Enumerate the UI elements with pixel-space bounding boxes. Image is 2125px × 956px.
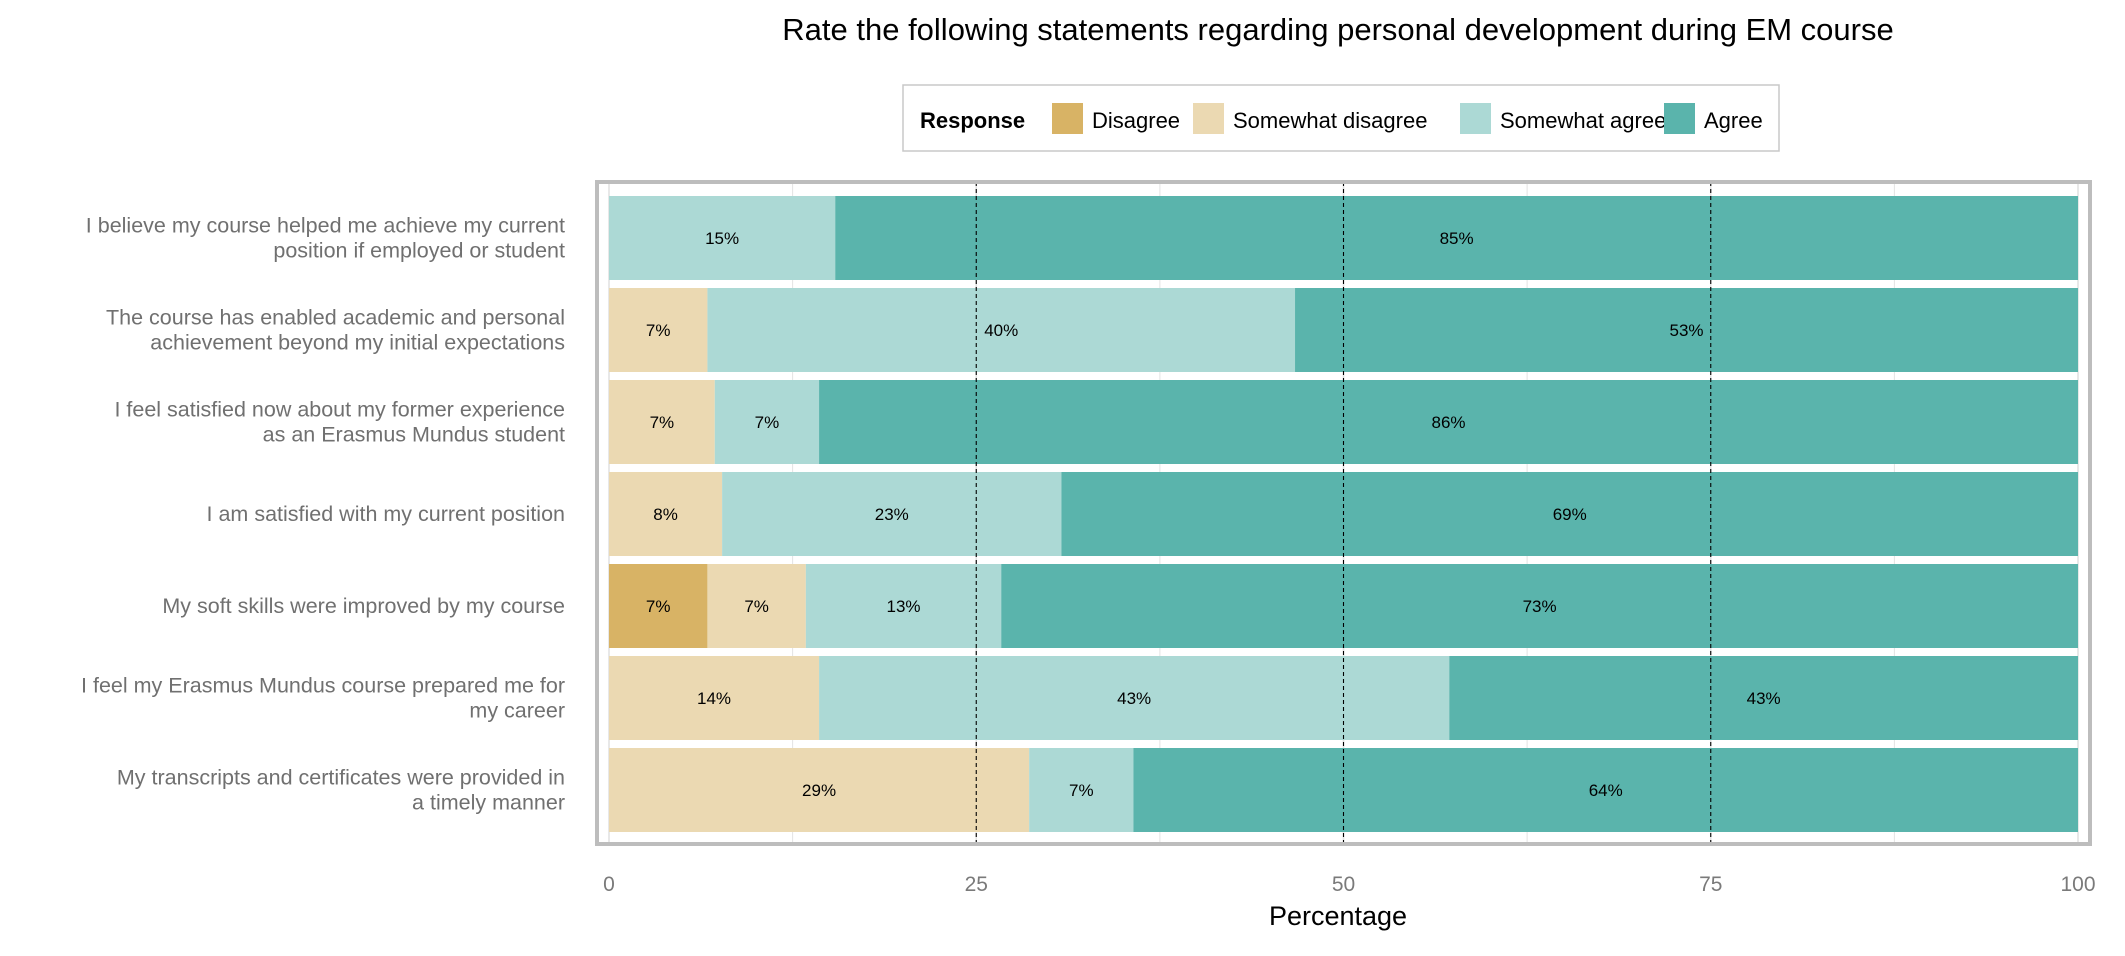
category-label: I feel satisfied now about my former exp… <box>114 398 565 447</box>
plot-border <box>595 180 2092 846</box>
data-label: 64% <box>1589 781 1623 800</box>
x-tick-labels: 0 25 50 75 100 <box>603 873 2095 896</box>
category-label-line: my career <box>469 699 565 723</box>
legend-label-agree: Agree <box>1704 108 1763 133</box>
bar-segment-somewhat-agree <box>609 196 836 280</box>
data-label: 40% <box>984 321 1018 340</box>
bar-segment-agree <box>819 380 2078 464</box>
category-label: The course has enabled academic and pers… <box>106 306 565 355</box>
data-label: 7% <box>755 413 780 432</box>
bar-segment-agree <box>1061 472 2078 556</box>
legend-box <box>902 84 1780 152</box>
bar-segment-somewhat-disagree <box>609 288 708 372</box>
data-label: 29% <box>802 781 836 800</box>
category-label-line: I feel my Erasmus Mundus course prepared… <box>81 674 565 698</box>
legend-swatch-somewhat-disagree <box>1193 103 1224 134</box>
legend-label-disagree: Disagree <box>1092 108 1180 133</box>
data-label: 13% <box>887 597 921 616</box>
data-label: 7% <box>646 321 671 340</box>
bar-segment-somewhat-disagree <box>609 472 723 556</box>
bar-segment-agree <box>1295 288 2078 372</box>
bar-segment-agree <box>1449 656 2078 740</box>
category-label-line: The course has enabled academic and pers… <box>106 306 565 330</box>
data-label: 73% <box>1523 597 1557 616</box>
x-tick-label: 100 <box>2060 873 2095 896</box>
category-label-line: position if employed or student <box>273 239 565 263</box>
bar-segment-somewhat-agree <box>819 656 1450 740</box>
bar-segment-somewhat-agree <box>707 288 1296 372</box>
bar-segment-somewhat-agree <box>805 564 1002 648</box>
data-label: 15% <box>705 229 739 248</box>
plot-frame <box>595 180 2092 846</box>
data-label: 53% <box>1669 321 1703 340</box>
category-label-line: I feel satisfied now about my former exp… <box>114 398 565 422</box>
category-label-line: I am satisfied with my current position <box>207 502 565 526</box>
data-label: 7% <box>744 597 769 616</box>
bar-segment-somewhat-disagree <box>707 564 806 648</box>
bar-segment-somewhat-disagree <box>609 656 820 740</box>
category-label-line: as an Erasmus Mundus student <box>263 423 565 447</box>
category-label: I feel my Erasmus Mundus course prepared… <box>81 674 565 723</box>
bar-segment-disagree <box>609 564 708 648</box>
data-label: 8% <box>653 505 678 524</box>
chart-title: Rate the following statements regarding … <box>782 12 1893 47</box>
category-label: I am satisfied with my current position <box>207 502 565 526</box>
category-label: My soft skills were improved by my cours… <box>162 594 565 618</box>
reference-lines <box>975 182 1712 844</box>
category-labels: I believe my course helped me achieve my… <box>81 214 565 815</box>
data-label: 86% <box>1432 413 1466 432</box>
bar-segment-somewhat-agree <box>714 380 820 464</box>
bar-segment-agree <box>1133 748 2078 832</box>
category-label-line: a timely manner <box>412 791 565 815</box>
category-label-line: achievement beyond my initial expectatio… <box>150 331 565 355</box>
bar-segment-somewhat-agree <box>1029 748 1134 832</box>
data-label: 23% <box>875 505 909 524</box>
legend-swatch-somewhat-agree <box>1460 103 1491 134</box>
category-label-line: I believe my course helped me achieve my… <box>86 214 565 238</box>
bar-segment-somewhat-disagree <box>609 380 715 464</box>
category-label-line: My soft skills were improved by my cours… <box>162 594 565 618</box>
bar-segment-somewhat-disagree <box>609 748 1030 832</box>
bar-segment-somewhat-agree <box>722 472 1062 556</box>
x-tick-label: 25 <box>965 873 988 896</box>
legend-title: Response <box>920 108 1025 133</box>
data-label: 43% <box>1747 689 1781 708</box>
data-label: 14% <box>697 689 731 708</box>
data-labels: 15% 85% 7% 40% 53% 7% 7% 86% 8% 23% 69% 7% 7% 13% 73% 1… <box>646 229 1781 800</box>
x-tick-label: 50 <box>1332 873 1355 896</box>
data-label: 69% <box>1553 505 1587 524</box>
data-label: 7% <box>650 413 675 432</box>
x-tick-label: 0 <box>603 873 615 896</box>
bars <box>609 196 2078 832</box>
legend-swatch-agree <box>1664 103 1695 134</box>
data-label: 7% <box>1069 781 1094 800</box>
data-label: 7% <box>646 597 671 616</box>
legend: Response Disagree Somewhat disagree Somewh… <box>902 84 1780 152</box>
data-label: 43% <box>1117 689 1151 708</box>
x-tick-label: 75 <box>1699 873 1722 896</box>
bar-segment-agree <box>835 196 2078 280</box>
x-axis-title: Percentage <box>1269 901 1407 931</box>
legend-label-somewhat-agree: Somewhat agree <box>1500 108 1666 133</box>
category-label-line: My transcripts and certificates were pro… <box>117 766 565 790</box>
legend-label-somewhat-disagree: Somewhat disagree <box>1233 108 1427 133</box>
bar-segment-agree <box>1001 564 2078 648</box>
data-label: 85% <box>1440 229 1474 248</box>
category-label: My transcripts and certificates were pro… <box>117 766 565 815</box>
category-label: I believe my course helped me achieve my… <box>86 214 565 263</box>
legend-swatch-disagree <box>1052 103 1083 134</box>
